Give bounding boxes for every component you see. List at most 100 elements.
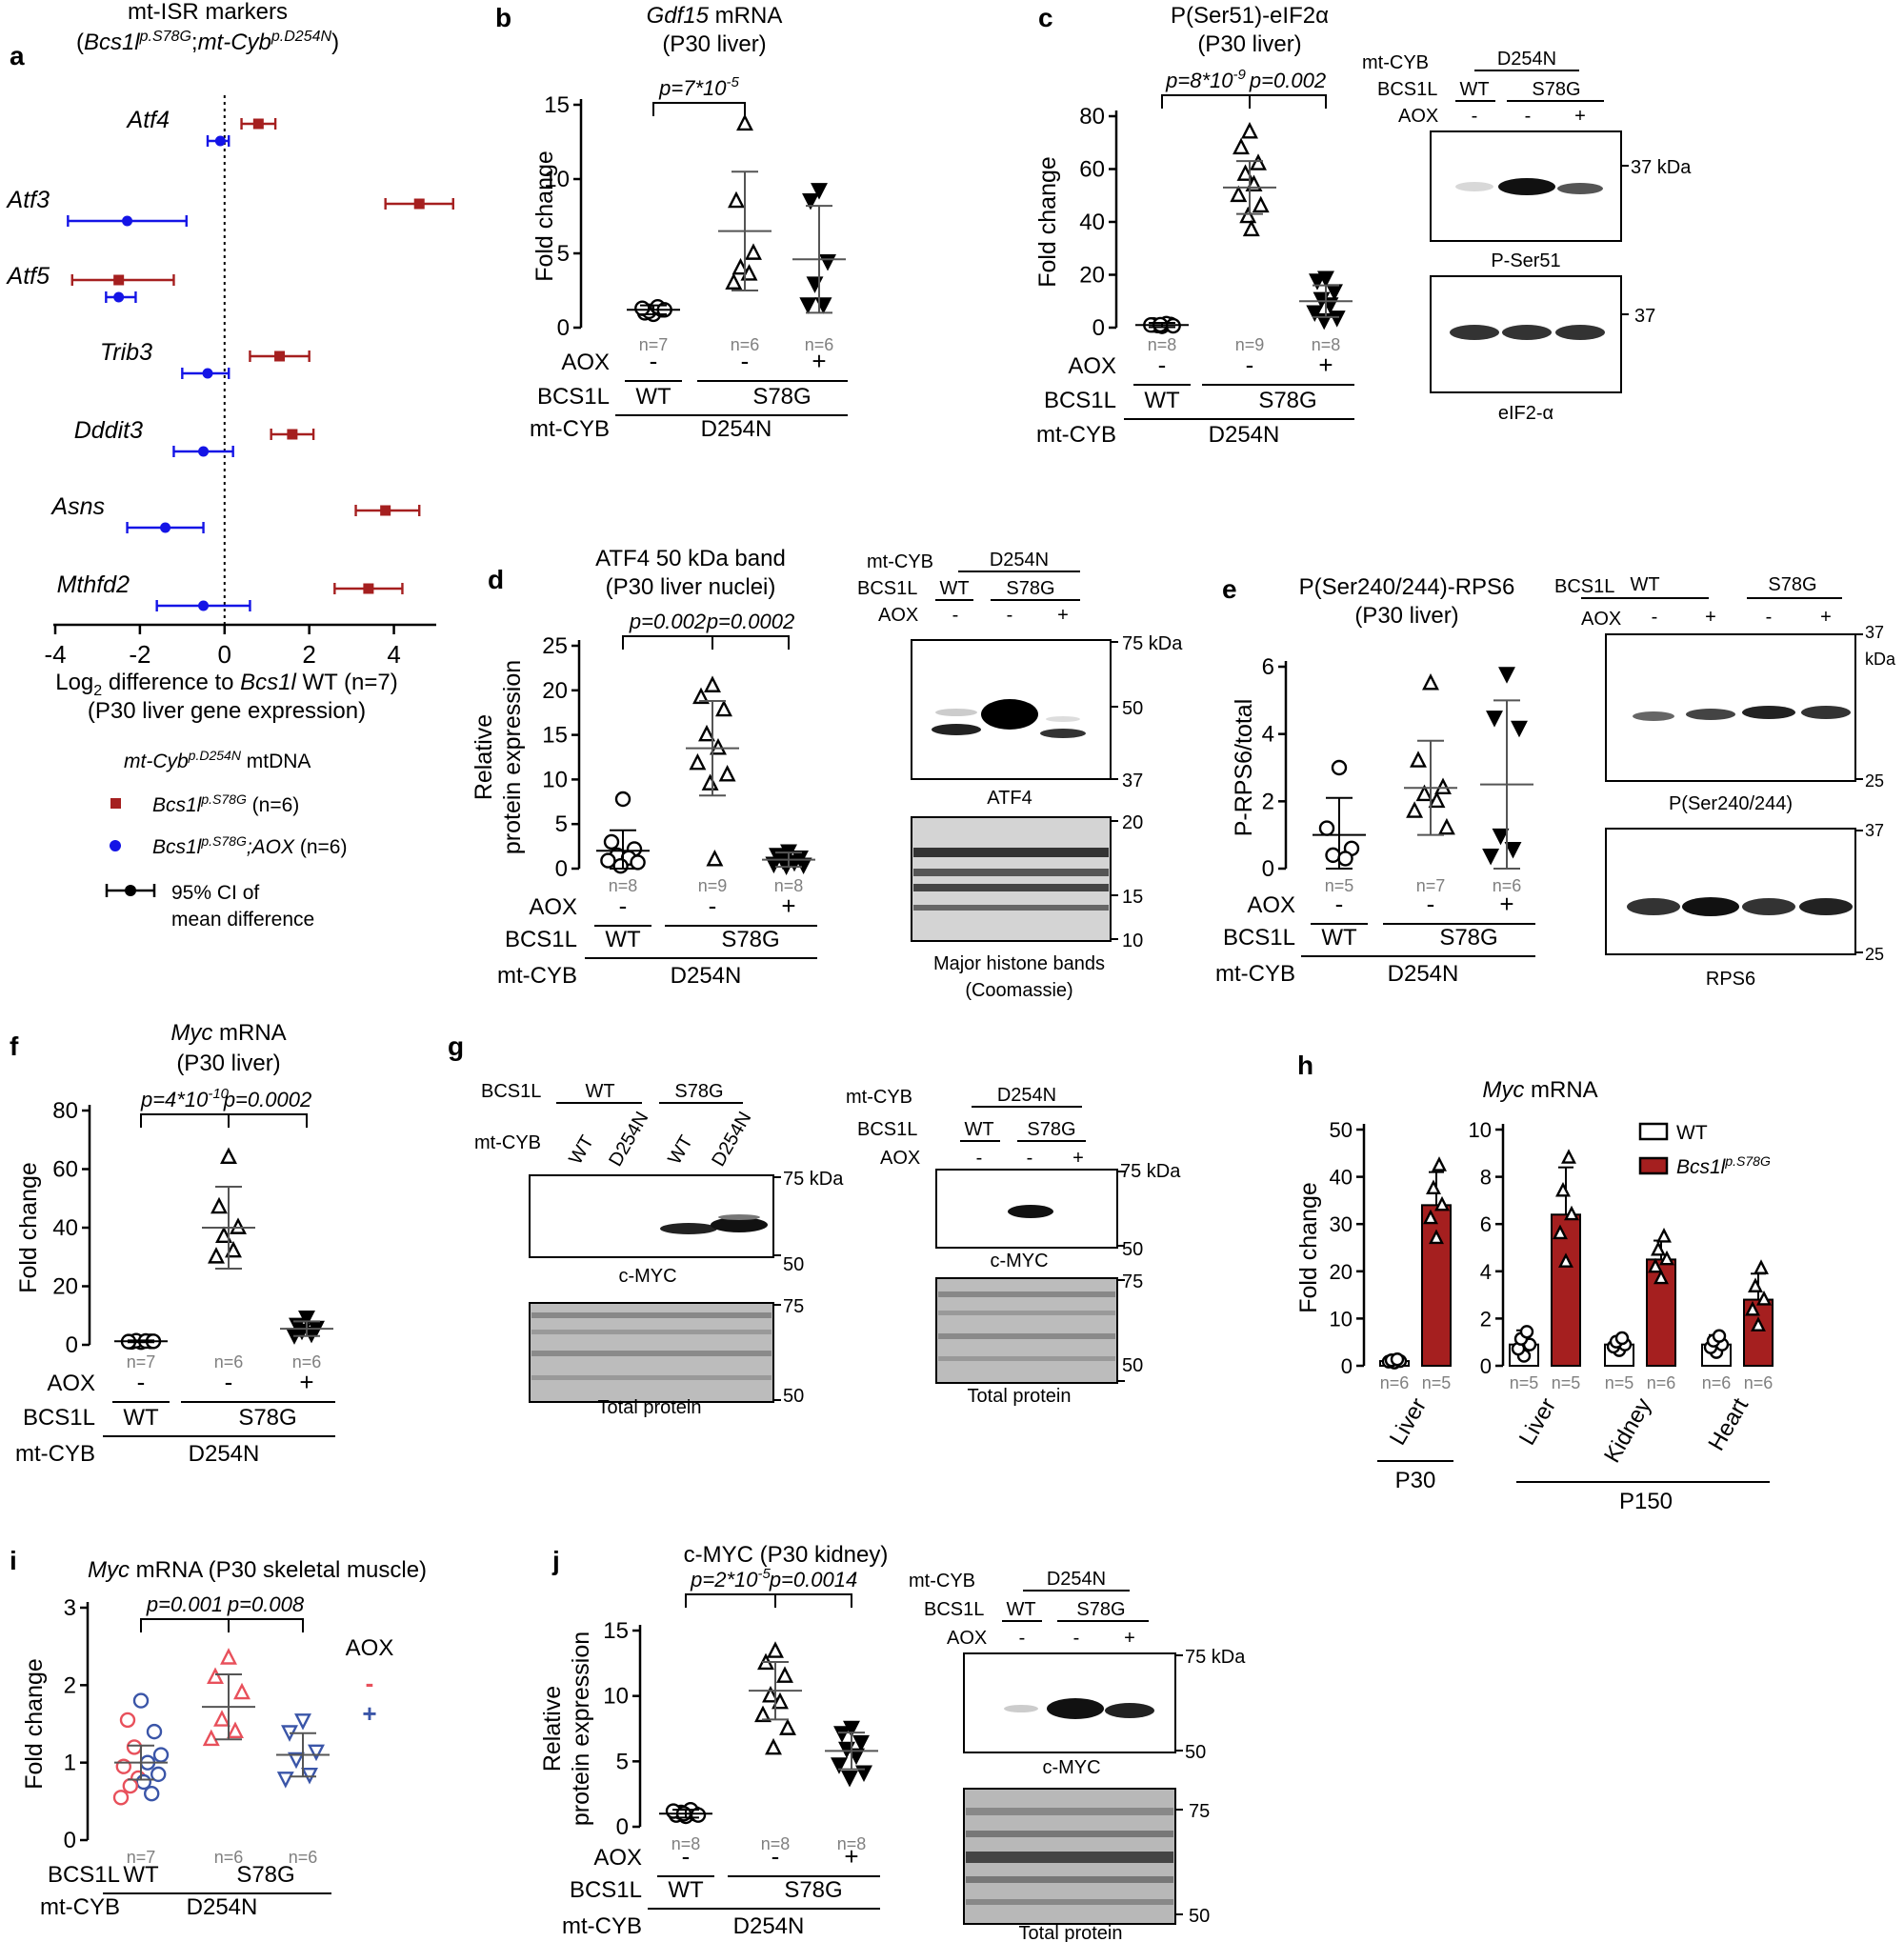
data-point [227, 1721, 244, 1738]
y-tick-label: 0 [616, 1814, 629, 1840]
row-label-mtcyb: mt-CYB [15, 1441, 95, 1467]
g1-lane2: D254N [605, 1109, 652, 1171]
row-label-mtcyb: mt-CYB [562, 1913, 642, 1939]
d-blot-15: 15 [1122, 887, 1143, 908]
y-tick-label: 10 [544, 167, 570, 192]
c-blot-37: 37 [1634, 306, 1655, 327]
g2-s78g: S78G [1027, 1119, 1075, 1140]
h-right-data-point [1656, 1228, 1672, 1243]
p-value: p=7*10-5 [658, 74, 739, 100]
j-blot-75kda: 75 kDa [1185, 1647, 1246, 1668]
mean-marker [252, 118, 264, 130]
g2-aox: AOX [880, 1148, 920, 1169]
h-right-data-point [1659, 1250, 1674, 1266]
h-right-data-point [1553, 1224, 1568, 1240]
row-label-aox: AOX [1068, 353, 1116, 379]
j-blot-lane1: - [1019, 1628, 1026, 1649]
row-label-aox: AOX [561, 350, 610, 375]
bcs1l-wt: WT [605, 927, 641, 952]
j-blot-wt: WT [1006, 1599, 1035, 1620]
h-right-n-label: n=5 [1605, 1373, 1634, 1392]
h-right-data-point [1561, 1149, 1576, 1164]
data-point [772, 1692, 789, 1710]
n-label: n=8 [1312, 335, 1341, 354]
data-point [1511, 720, 1528, 738]
n-label: n=6 [214, 1352, 244, 1371]
row-label-bcs1l: BCS1L [505, 927, 577, 952]
h-right-y-tick-label: 0 [1480, 1354, 1492, 1378]
d-blot-75kda: 75 kDa [1122, 633, 1183, 654]
d-blot-lane3: + [1057, 605, 1069, 626]
y-tick-label: 60 [52, 1157, 78, 1183]
d-blot-d254n: D254N [990, 550, 1049, 571]
g2-top-label: c-MYC [990, 1251, 1048, 1271]
panel-a: mt-ISR markers (Bcs1lp.S78G;mt-Cybp.D254… [6, 0, 454, 931]
panel-label-b: b [495, 3, 511, 32]
b-title: Gdf15 mRNA [647, 3, 783, 29]
c-blot-lane2: - [1525, 106, 1532, 127]
g1-wt: WT [585, 1081, 614, 1102]
aox-sign: - [682, 1842, 691, 1871]
p-value: p=0.0002 [223, 1088, 311, 1111]
j-blot-d254n: D254N [1047, 1569, 1106, 1590]
y-tick-label: 15 [603, 1618, 629, 1644]
data-point [754, 1705, 772, 1723]
d-blot-top-label: ATF4 [987, 788, 1032, 809]
f-scatter-plot: 0 20 40 60 80 Fold change n=7 n=6 n=6 p=4*10-10p=… [15, 1086, 335, 1467]
d-blot-lane2: - [1007, 605, 1013, 626]
x-tick-label: -2 [129, 640, 150, 669]
h-right-data-point [1751, 1316, 1766, 1331]
d-blot-mtcyb: mt-CYB [867, 551, 933, 572]
a-subtitle: (Bcs1lp.S78G;mt-Cybp.D254N) [76, 29, 339, 55]
y-tick-label: 40 [52, 1215, 78, 1241]
n-label: n=6 [805, 335, 834, 354]
panel-b: Gdf15 mRNA (P30 liver) 0 5 10 15 Fold change… [530, 3, 848, 442]
bcs1l-s78g: S78G [784, 1877, 842, 1903]
data-point [152, 1747, 170, 1763]
h-left-y-tick-label: 40 [1330, 1166, 1353, 1190]
d-blot-50: 50 [1122, 698, 1143, 719]
y-axis-label: P-RPS6/total [1231, 699, 1257, 837]
d-blot-10: 10 [1122, 931, 1143, 951]
panel-e: P(Ser240/244)-RPS6 (P30 liver) 0246P-RPS… [1215, 574, 1896, 990]
h-left-y-tick-label: 10 [1330, 1307, 1353, 1331]
h-right-data-point [1519, 1325, 1534, 1339]
b-subtitle: (P30 liver) [662, 31, 766, 57]
d-blot-20: 20 [1122, 812, 1143, 833]
mtcyb-d254n: D254N [189, 1441, 260, 1467]
data-point [715, 699, 732, 717]
y-tick-label: 10 [603, 1684, 629, 1710]
g2-bcs1l: BCS1L [857, 1119, 917, 1140]
aox-sign: - [709, 891, 717, 920]
y-tick-label: 0 [64, 1828, 76, 1853]
e-blot-25b: 25 [1865, 945, 1884, 964]
data-point [210, 1196, 228, 1214]
d-blot-wt: WT [939, 578, 969, 599]
y-tick-label: 2 [1262, 789, 1274, 814]
bcs1l-wt: WT [123, 1405, 159, 1431]
bcs1l-wt: WT [668, 1877, 704, 1903]
p-value: p=0.0002 [706, 610, 794, 633]
h-left-data-point [1434, 1195, 1450, 1211]
h-right-category-label: Liver [1514, 1394, 1561, 1451]
data-point [1337, 851, 1353, 867]
h-right-data-point [1648, 1257, 1663, 1273]
mean-marker [113, 274, 125, 286]
h-right-n-label: n=5 [1552, 1373, 1581, 1392]
y-tick-label: 60 [1079, 157, 1105, 183]
data-point [1328, 310, 1346, 328]
a-xlabel: Log2 difference to Bcs1l WT (n=7) [55, 670, 398, 699]
g2-d254n: D254N [997, 1085, 1056, 1106]
panel-f: Myc mRNA (P30 liver) 0 20 40 60 80 Fold chang… [15, 1020, 335, 1467]
aox-sign: - [137, 1368, 146, 1396]
aox-sign: - [1427, 890, 1435, 918]
row-label-bcs1l: BCS1L [1044, 388, 1116, 413]
e-blot-bcs1l: BCS1L [1554, 576, 1614, 597]
gene-label: Trib3 [100, 339, 152, 366]
mean-marker [214, 135, 226, 147]
mean-marker [198, 600, 210, 611]
gene-label: Atf5 [6, 263, 50, 290]
y-tick-label: 0 [66, 1332, 78, 1358]
g2-50: 50 [1122, 1239, 1143, 1260]
data-point [728, 190, 745, 209]
